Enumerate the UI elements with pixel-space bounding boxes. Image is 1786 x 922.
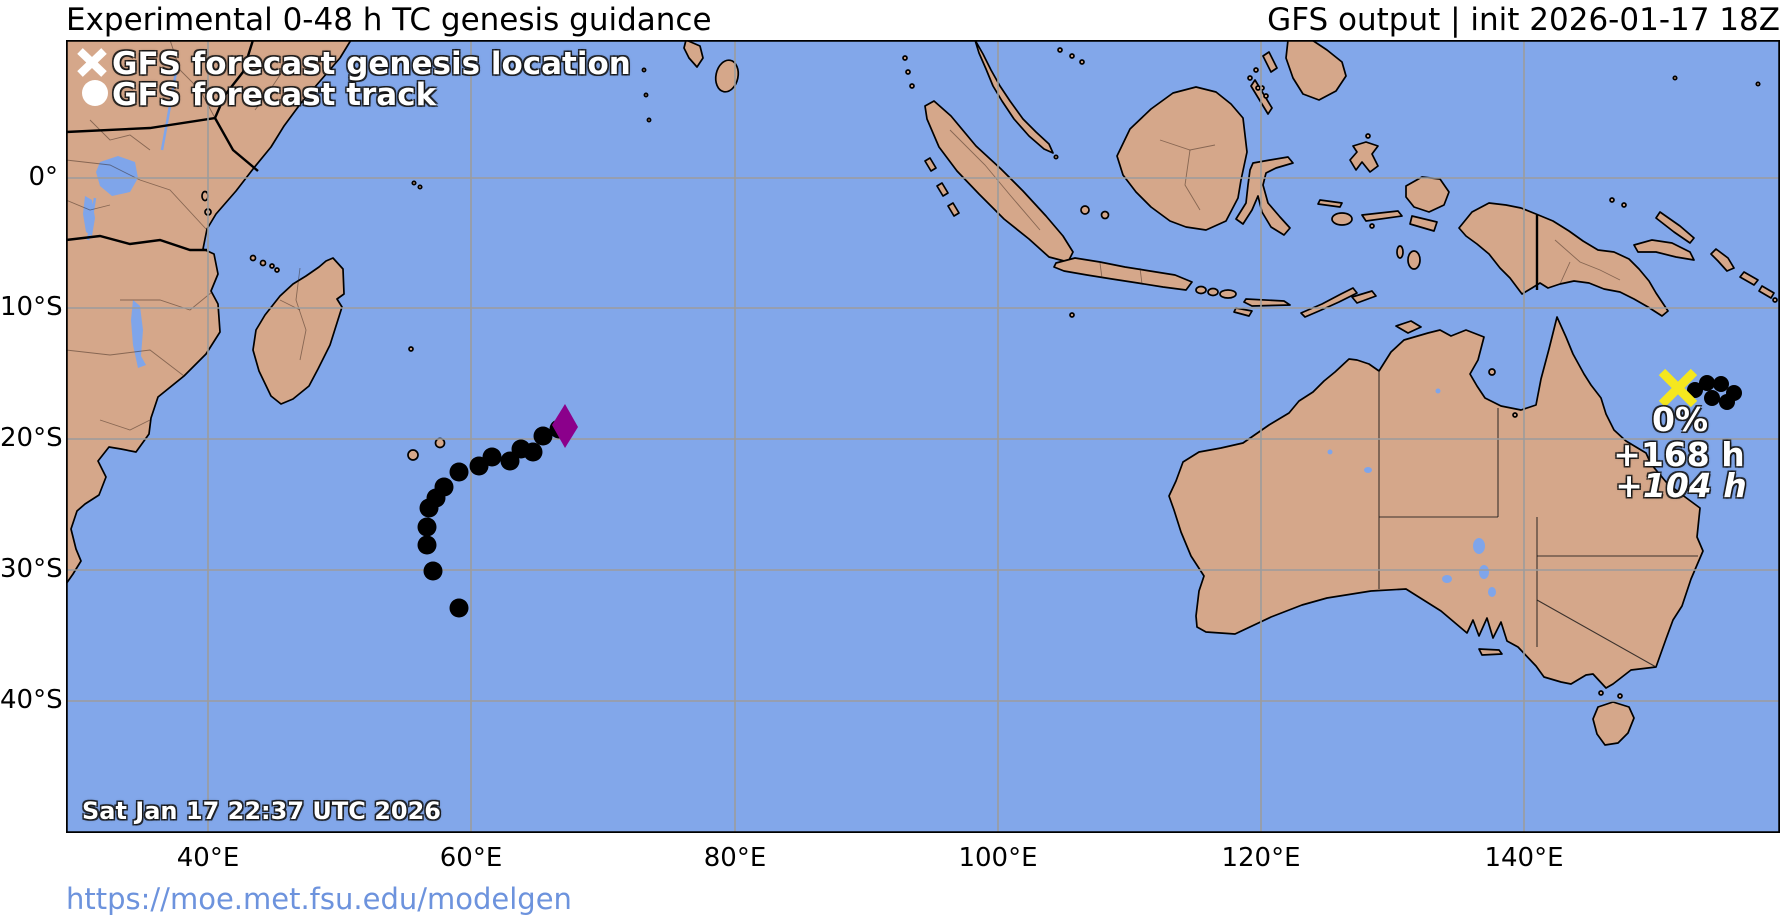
lat-tick-label: 20°S bbox=[0, 423, 63, 453]
lon-tick-label: 80°E bbox=[703, 843, 767, 873]
lake-tanganyika bbox=[83, 196, 95, 236]
lake-victoria bbox=[96, 156, 138, 196]
model-init-label: GFS output | init 2026-01-17 18Z bbox=[1267, 2, 1780, 38]
track-dot bbox=[417, 535, 437, 555]
track-dot bbox=[1719, 394, 1735, 410]
track-dot bbox=[500, 451, 520, 471]
track-dot bbox=[469, 456, 489, 476]
lon-tick-label: 40°E bbox=[176, 843, 240, 873]
legend-dot-icon bbox=[82, 80, 108, 106]
landmass-new-guinea bbox=[1458, 202, 1669, 317]
lon-tick-label: 100°E bbox=[958, 843, 1038, 873]
map-area bbox=[66, 40, 1780, 833]
landmass-timor bbox=[1300, 287, 1358, 318]
track-dot bbox=[1699, 375, 1715, 391]
landmass-india-tip bbox=[683, 40, 704, 68]
track-dot bbox=[423, 561, 443, 581]
diamond-icon bbox=[552, 404, 578, 448]
track-dot bbox=[1713, 376, 1729, 392]
genesis-probability-label: 0% bbox=[1651, 400, 1709, 439]
track-dot bbox=[511, 439, 531, 459]
lat-tick-label: 10°S bbox=[0, 292, 63, 322]
legend-track-label: GFS forecast track bbox=[112, 77, 437, 113]
landmass-madagascar bbox=[252, 257, 345, 405]
lon-tick-label: 60°E bbox=[439, 843, 503, 873]
landmass-mindanao bbox=[1285, 40, 1347, 101]
track-end-time-label: +104 h bbox=[1615, 466, 1747, 505]
landmass-borneo bbox=[1116, 86, 1248, 231]
gridlines bbox=[66, 40, 1780, 833]
landmass-tasmania bbox=[1592, 701, 1635, 746]
legend-genesis-label: GFS forecast genesis location bbox=[112, 46, 631, 82]
lake-malawi bbox=[131, 300, 146, 368]
country-borders bbox=[66, 40, 1539, 290]
page-title: Experimental 0-48 h TC genesis guidance bbox=[66, 2, 712, 38]
forecast-track-east bbox=[1687, 375, 1742, 410]
landmass-sumatra bbox=[924, 100, 1074, 263]
valid-timestamp: Sat Jan 17 22:37 UTC 2026 bbox=[82, 797, 442, 825]
source-url-link[interactable]: https://moe.met.fsu.edu/modelgen bbox=[66, 882, 572, 916]
island-reunion bbox=[407, 449, 419, 461]
island-sri-lanka bbox=[714, 59, 740, 93]
track-dot bbox=[533, 426, 553, 446]
legend-markers bbox=[77, 48, 108, 106]
track-dot bbox=[1704, 390, 1720, 406]
landmass-malay-peninsula bbox=[974, 40, 1054, 154]
genesis-time-label: +168 h bbox=[1613, 435, 1745, 474]
track-dot bbox=[1687, 382, 1703, 398]
forecast-track-west bbox=[417, 419, 569, 618]
water-features bbox=[83, 71, 1496, 597]
landmass-australia bbox=[1168, 316, 1704, 689]
genesis-x-icon bbox=[1658, 368, 1698, 408]
track-dot bbox=[449, 462, 469, 482]
genesis-x-marker bbox=[1658, 368, 1698, 408]
track-start-diamond-marker bbox=[552, 404, 578, 448]
lat-tick-label: 40°S bbox=[0, 685, 63, 715]
landmass-new-ireland bbox=[1655, 211, 1695, 244]
track-dot bbox=[449, 598, 469, 618]
landmass-java bbox=[1053, 257, 1193, 291]
lon-tick-label: 140°E bbox=[1484, 843, 1564, 873]
landmass-tiwi bbox=[1395, 320, 1422, 334]
lat-tick-label: 0° bbox=[28, 162, 58, 192]
track-dot bbox=[417, 517, 437, 537]
landmass-halmahera bbox=[1349, 141, 1379, 173]
lon-tick-label: 120°E bbox=[1221, 843, 1301, 873]
state-borders bbox=[1378, 372, 1698, 668]
landmass-sulawesi bbox=[1235, 156, 1294, 236]
island-mauritius bbox=[434, 437, 446, 449]
map-svg bbox=[66, 40, 1780, 833]
track-dot bbox=[419, 498, 439, 518]
landmass-new-britain bbox=[1633, 239, 1695, 261]
legend-x-icon bbox=[77, 48, 107, 77]
lat-tick-label: 30°S bbox=[0, 554, 63, 584]
